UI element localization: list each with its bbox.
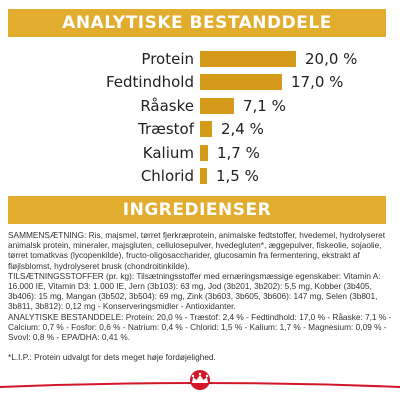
analysis-bar	[200, 168, 207, 184]
analysis-label: Chlorid	[140, 167, 194, 185]
analysis-row: Træstof 2,4 %	[0, 118, 400, 140]
additives-text: TILSÆTNINGSSTOFFER (pr. kg): Tilsætnings…	[8, 270, 381, 312]
footnote-text: *L.I.P.: Protein udvalgt for dets meget …	[8, 352, 216, 363]
ingredients-header: INGREDIENSER	[8, 196, 386, 224]
analysis-bar	[200, 97, 234, 114]
analysis-row: Kalium 1,7 %	[0, 142, 400, 164]
analysis-bar	[200, 74, 282, 91]
analysis-value: 17,0 %	[291, 73, 344, 92]
analysis-label: Træstof	[137, 120, 194, 139]
analysis-title: ANALYTISKE BESTANDDELE	[62, 13, 332, 33]
analysis-value: 1,7 %	[217, 143, 260, 162]
analysis-bar	[200, 51, 296, 67]
analysis-label: Protein	[141, 50, 194, 68]
analysis-value: 2,4 %	[221, 120, 264, 139]
analysis-label: Kalium	[142, 143, 194, 162]
analysis-label: Råaske	[140, 96, 194, 115]
analysis-row: Chlorid 1,5 %	[0, 165, 400, 187]
analysis-row: Protein 20,0 %	[0, 48, 400, 70]
analysis-bar	[200, 121, 212, 138]
analysis-header: ANALYTISKE BESTANDDELE	[8, 9, 386, 37]
analysis-row: Fedtindhold 17,0 %	[0, 71, 400, 93]
analysis-value: 7,1 %	[243, 96, 286, 115]
ingredients-title: INGREDIENSER	[122, 200, 272, 220]
analysis-value: 1,5 %	[216, 167, 259, 185]
composition-text: SAMMENSÆTNING: Ris, majsmel, tørret fjer…	[8, 230, 386, 271]
analysis-label: Fedtindhold	[105, 73, 194, 92]
ingredients-text: SAMMENSÆTNING: Ris, majsmel, tørret fjer…	[8, 230, 394, 362]
royal-canin-crown-icon	[190, 370, 210, 390]
analysis-bar	[200, 144, 208, 161]
analytical-text: ANALYTISKE BESTANDDELE: Protein: 20,0 % …	[8, 311, 392, 343]
analysis-row: Råaske 7,1 %	[0, 95, 400, 117]
analysis-value: 20,0 %	[305, 50, 358, 68]
